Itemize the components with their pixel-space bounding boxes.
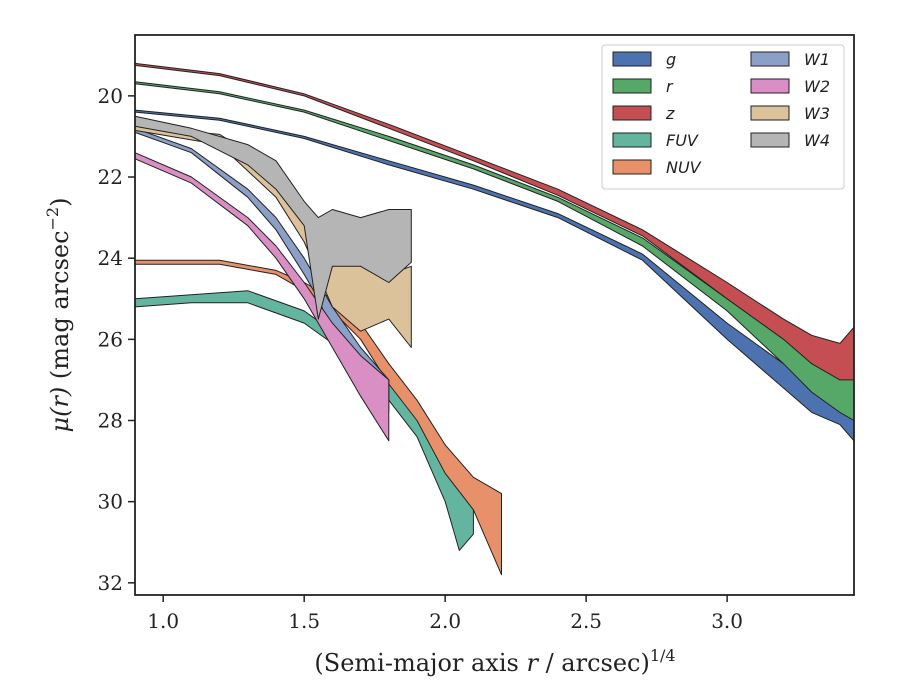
legend-swatch-fuv	[612, 132, 652, 148]
legend-swatch-g	[612, 51, 652, 67]
y-tick-label: 26	[98, 327, 123, 351]
legend: grz FUV NUV W1 W2 W3 W4	[601, 44, 845, 190]
band-w2	[134, 152, 390, 442]
legend-label-fuv: FUV	[666, 131, 699, 150]
x-axis-title: (Semi-major axis r / arcsec)1/4	[314, 646, 675, 677]
legend-swatch-nuv	[612, 159, 652, 175]
x-tick-label: 2.0	[429, 609, 461, 633]
legend-label-g: g	[666, 50, 676, 69]
y-tick-label: 20	[98, 84, 123, 108]
x-tick-label: 1.5	[288, 609, 320, 633]
y-tick-label: 30	[98, 490, 123, 514]
y-tick-label: 28	[98, 409, 123, 433]
legend-label-z: z	[665, 104, 675, 123]
legend-swatch-r	[612, 78, 652, 94]
y-tick-label: 32	[98, 571, 123, 595]
x-axis: 1.0 1.5 2.0 2.5 3.0	[147, 595, 743, 633]
legend-label-w4: W4	[804, 131, 830, 150]
legend-swatch-w2	[750, 78, 790, 94]
legend-swatch-z	[612, 105, 652, 121]
legend-label-r: r	[666, 77, 674, 96]
y-axis: 20 22 24 26 28 30 32	[98, 84, 135, 595]
y-tick-label: 24	[98, 246, 123, 270]
plot-frame	[134, 34, 855, 596]
legend-swatch-w1	[750, 51, 790, 67]
y-axis-title: μ(r) (mag arcsec−2)	[43, 198, 74, 433]
y-tick-label: 22	[98, 165, 123, 189]
legend-label-w3: W3	[804, 104, 830, 123]
legend-swatch-w3	[750, 105, 790, 121]
x-tick-label: 2.5	[570, 609, 602, 633]
legend-swatch-w4	[750, 132, 790, 148]
x-tick-label: 3.0	[711, 609, 743, 633]
legend-label-w2: W2	[804, 77, 830, 96]
legend-label-nuv: NUV	[666, 158, 702, 177]
x-tick-label: 1.0	[147, 609, 179, 633]
band-w4	[134, 115, 412, 320]
legend-label-w1: W1	[804, 50, 830, 69]
